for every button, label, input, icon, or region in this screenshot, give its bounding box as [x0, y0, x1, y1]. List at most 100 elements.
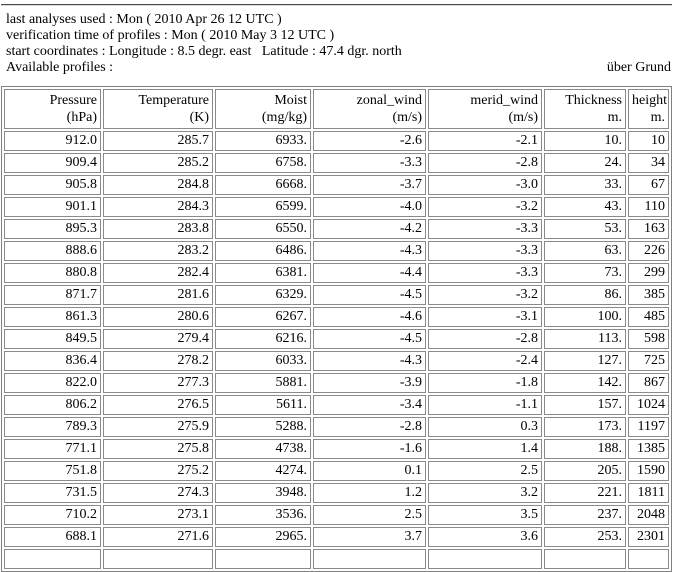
table-cell: 275.2: [103, 461, 213, 481]
table-cell: -4.3: [313, 241, 426, 261]
table-cell: 895.3: [4, 219, 101, 239]
table-cell: 205.: [544, 461, 626, 481]
table-row: 861.3 280.6 6267. -4.6 -3.1 100. 485: [4, 307, 669, 327]
table-cell: -2.4: [428, 351, 542, 371]
table-cell: -3.3: [428, 263, 542, 283]
above-ground-note: über Grund: [606, 60, 671, 75]
table-cell: 6486.: [215, 241, 311, 261]
table-cell: 6329.: [215, 285, 311, 305]
table-row: 836.4 278.2 6033. -4.3 -2.4 127. 725: [4, 351, 669, 371]
table-cell: 849.5: [4, 329, 101, 349]
column-header-thickness: Thickness m.: [544, 89, 626, 129]
table-cell: 5611.: [215, 395, 311, 415]
table-cell: 53.: [544, 219, 626, 239]
table-cell: 3948.: [215, 483, 311, 503]
table-cell: 127.: [544, 351, 626, 371]
column-header-height: height m.: [628, 89, 669, 129]
table-cell: 901.1: [4, 197, 101, 217]
column-label: height: [632, 93, 667, 108]
table-cell: 10.: [544, 131, 626, 151]
column-label: Temperature: [138, 93, 209, 108]
table-cell: 806.2: [4, 395, 101, 415]
table-cell: 867: [628, 373, 669, 393]
table-cell: -3.4: [313, 395, 426, 415]
column-label: Moist: [274, 93, 307, 108]
table-row: 849.5 279.4 6216. -4.5 -2.8 113. 598: [4, 329, 669, 349]
table-cell: 275.9: [103, 417, 213, 437]
table-cell: [4, 549, 101, 569]
table-cell: -3.3: [428, 241, 542, 261]
table-row: 895.3 283.8 6550. -4.2 -3.3 53. 163: [4, 219, 669, 239]
table-cell: 284.8: [103, 175, 213, 195]
table-cell: 6599.: [215, 197, 311, 217]
table-cell: 67: [628, 175, 669, 195]
table-cell: 283.8: [103, 219, 213, 239]
table-cell: 0.1: [313, 461, 426, 481]
table-cell: -4.2: [313, 219, 426, 239]
column-unit: (m/s): [508, 110, 538, 125]
table-cell: -3.1: [428, 307, 542, 327]
column-unit: (mg/kg): [261, 110, 307, 125]
table-cell: -2.8: [428, 153, 542, 173]
table-cell: 188.: [544, 439, 626, 459]
table-row: 806.2 276.5 5611. -3.4 -1.1 157. 1024: [4, 395, 669, 415]
table-cell: 2301: [628, 527, 669, 547]
table-cell: 279.4: [103, 329, 213, 349]
start-coordinates-line: start coordinates : Longitude : 8.5 degr…: [6, 44, 402, 59]
table-cell: 271.6: [103, 527, 213, 547]
table-cell: [628, 549, 669, 569]
table-row: 731.5 274.3 3948. 1.2 3.2 221. 1811: [4, 483, 669, 503]
column-label: Thickness: [565, 93, 622, 108]
table-cell: 275.8: [103, 439, 213, 459]
table-cell: 822.0: [4, 373, 101, 393]
table-cell: -2.6: [313, 131, 426, 151]
table-cell: 6550.: [215, 219, 311, 239]
table-cell: -3.7: [313, 175, 426, 195]
table-cell: 285.2: [103, 153, 213, 173]
table-cell: -1.6: [313, 439, 426, 459]
table-cell: 6033.: [215, 351, 311, 371]
table-row: 789.3 275.9 5288. -2.8 0.3 173. 1197: [4, 417, 669, 437]
table-cell: -1.1: [428, 395, 542, 415]
table-cell: -3.2: [428, 285, 542, 305]
available-profiles-row: Available profiles : über Grund: [6, 60, 671, 76]
table-cell: 731.5: [4, 483, 101, 503]
column-unit: (m/s): [392, 110, 422, 125]
table-cell: -2.1: [428, 131, 542, 151]
table-cell: 237.: [544, 505, 626, 525]
table-cell: 6933.: [215, 131, 311, 151]
table-cell: [103, 549, 213, 569]
table-cell: 2.5: [313, 505, 426, 525]
table-cell: 282.4: [103, 263, 213, 283]
table-cell: -4.3: [313, 351, 426, 371]
table-cell: -1.8: [428, 373, 542, 393]
table-cell: -2.8: [428, 329, 542, 349]
table-row: 688.1 271.6 2965. 3.7 3.6 253. 2301: [4, 527, 669, 547]
table-cell: 6758.: [215, 153, 311, 173]
table-row-partial: [4, 549, 669, 569]
table-cell: 299: [628, 263, 669, 283]
column-header-zonal-wind: zonal_wind (m/s): [313, 89, 426, 129]
table-cell: 100.: [544, 307, 626, 327]
column-header-moist: Moist (mg/kg): [215, 89, 311, 129]
last-analyses-line: last analyses used : Mon ( 2010 Apr 26 1…: [6, 12, 282, 27]
table-cell: 276.5: [103, 395, 213, 415]
table-cell: 0.3: [428, 417, 542, 437]
table-cell: 1811: [628, 483, 669, 503]
table-cell: 861.3: [4, 307, 101, 327]
table-cell: 273.1: [103, 505, 213, 525]
table-cell: 253.: [544, 527, 626, 547]
table-cell: 274.3: [103, 483, 213, 503]
report-info: last analyses used : Mon ( 2010 Apr 26 1…: [0, 12, 673, 76]
column-unit: (hPa): [66, 110, 97, 125]
table-cell: 4738.: [215, 439, 311, 459]
table-cell: -4.4: [313, 263, 426, 283]
top-divider: [1, 4, 672, 6]
table-cell: 24.: [544, 153, 626, 173]
table-cell: 10: [628, 131, 669, 151]
table-cell: 789.3: [4, 417, 101, 437]
table-cell: 63.: [544, 241, 626, 261]
table-cell: 283.2: [103, 241, 213, 261]
table-header-row: Pressure (hPa) Temperature (K) Moist (mg/kg) z…: [4, 89, 669, 129]
table-cell: -3.0: [428, 175, 542, 195]
